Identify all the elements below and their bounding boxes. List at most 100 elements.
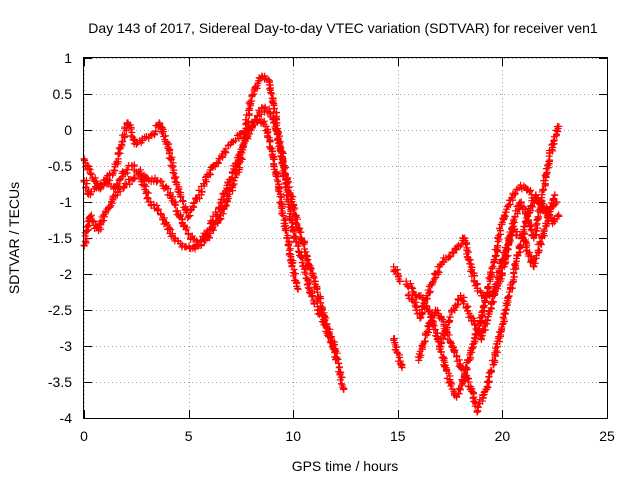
- data-point-marker: [505, 236, 513, 244]
- data-point-marker: [488, 264, 496, 272]
- data-point-marker: [511, 262, 519, 270]
- y-tick-label: -2: [60, 266, 73, 282]
- data-point-marker: [121, 180, 129, 188]
- data-point-marker: [474, 407, 482, 415]
- data-point-marker: [309, 269, 317, 277]
- data-point-marker: [291, 270, 299, 278]
- y-tick-label: -2.5: [48, 302, 72, 318]
- data-point-marker: [508, 279, 516, 287]
- data-point-marker: [441, 328, 449, 336]
- data-point-marker: [395, 353, 403, 361]
- data-point-marker: [150, 200, 158, 208]
- data-point-marker: [158, 178, 166, 186]
- data-point-marker: [279, 171, 287, 179]
- data-point-marker: [425, 321, 433, 329]
- data-point-marker: [231, 166, 239, 174]
- plot-frame: [83, 57, 608, 419]
- data-point-marker: [154, 207, 162, 215]
- data-point-marker: [390, 336, 398, 344]
- data-point: [333, 349, 341, 357]
- data-point-marker: [416, 314, 424, 322]
- data-point-marker: [505, 201, 513, 209]
- data-point-marker: [500, 255, 508, 263]
- x-tick-labels: 0 5 10 15 20 25: [80, 428, 615, 444]
- data-point-marker: [211, 163, 219, 171]
- data-point-marker: [479, 302, 487, 310]
- data-point-marker: [182, 203, 190, 211]
- data-point-marker: [537, 239, 545, 247]
- data-point-marker: [413, 303, 421, 311]
- data-point: [86, 212, 94, 220]
- data-point-marker: [322, 324, 330, 332]
- data-point-marker: [543, 169, 551, 177]
- data-point-marker: [447, 382, 455, 390]
- data-point-marker: [287, 207, 295, 215]
- data-point-marker: [122, 127, 130, 135]
- data-point-marker: [489, 298, 497, 306]
- data-point-marker: [501, 306, 509, 314]
- data-point-marker: [108, 199, 116, 207]
- data-point-marker: [487, 366, 495, 374]
- data-point-marker: [171, 200, 179, 208]
- data-point-marker: [477, 336, 485, 344]
- chart-title: Day 143 of 2017, Sidereal Day-to-day VTE…: [88, 20, 598, 36]
- data-point-marker: [286, 250, 294, 258]
- data-point-marker: [172, 201, 180, 209]
- data-point-marker: [118, 138, 126, 146]
- data-point-marker: [182, 209, 190, 217]
- data-point-marker: [474, 403, 482, 411]
- data-point-marker: [500, 216, 508, 224]
- data-point-marker: [286, 245, 294, 253]
- data-point-marker: [493, 280, 501, 288]
- data-points: [80, 72, 563, 416]
- data-point: [398, 364, 406, 372]
- data-point-marker: [291, 204, 299, 212]
- y-tick-label: -1.5: [48, 230, 72, 246]
- data-point-marker: [445, 331, 453, 339]
- data-point-marker: [116, 187, 124, 195]
- data-point-marker: [446, 338, 454, 346]
- data-point-marker: [313, 297, 321, 305]
- data-point-marker: [267, 89, 275, 97]
- data-point-marker: [276, 138, 284, 146]
- data-point-marker: [471, 321, 479, 329]
- data-point-marker: [481, 326, 489, 334]
- data-point-marker: [127, 125, 135, 133]
- data-point-marker: [525, 248, 533, 256]
- data-point-marker: [289, 193, 297, 201]
- data-point: [417, 313, 425, 321]
- data-point-marker: [131, 174, 139, 182]
- data-point-marker: [266, 136, 274, 144]
- data-point: [396, 277, 404, 285]
- data-point-marker: [191, 245, 199, 253]
- data-point-marker: [180, 221, 188, 229]
- data-point-marker: [536, 198, 544, 206]
- data-point-marker: [496, 226, 504, 234]
- data-point-marker: [452, 246, 460, 254]
- grid: [84, 58, 608, 419]
- data-point-marker: [80, 156, 88, 164]
- data-point-marker: [179, 197, 187, 205]
- data-point-marker: [330, 341, 338, 349]
- data-point-marker: [216, 205, 224, 213]
- data-point-marker: [120, 131, 128, 139]
- x-tick-label: 20: [495, 428, 511, 444]
- data-point-marker: [202, 231, 210, 239]
- data-point-marker: [415, 292, 423, 300]
- data-point: [185, 212, 193, 220]
- data-point-marker: [198, 188, 206, 196]
- data-point-marker: [144, 194, 152, 202]
- data-point-marker: [294, 242, 302, 250]
- data-point-marker: [240, 140, 248, 148]
- data-point-marker: [520, 182, 528, 190]
- data-point-marker: [534, 194, 542, 202]
- data-point-marker: [460, 365, 468, 373]
- data-point-marker: [451, 348, 459, 356]
- data-point-marker: [527, 186, 535, 194]
- series-arc-3: [80, 115, 302, 293]
- data-point-marker: [124, 166, 132, 174]
- data-point-marker: [195, 186, 203, 194]
- data-point-marker: [498, 256, 506, 264]
- data-point-marker: [217, 199, 225, 207]
- data-point-marker: [456, 386, 464, 394]
